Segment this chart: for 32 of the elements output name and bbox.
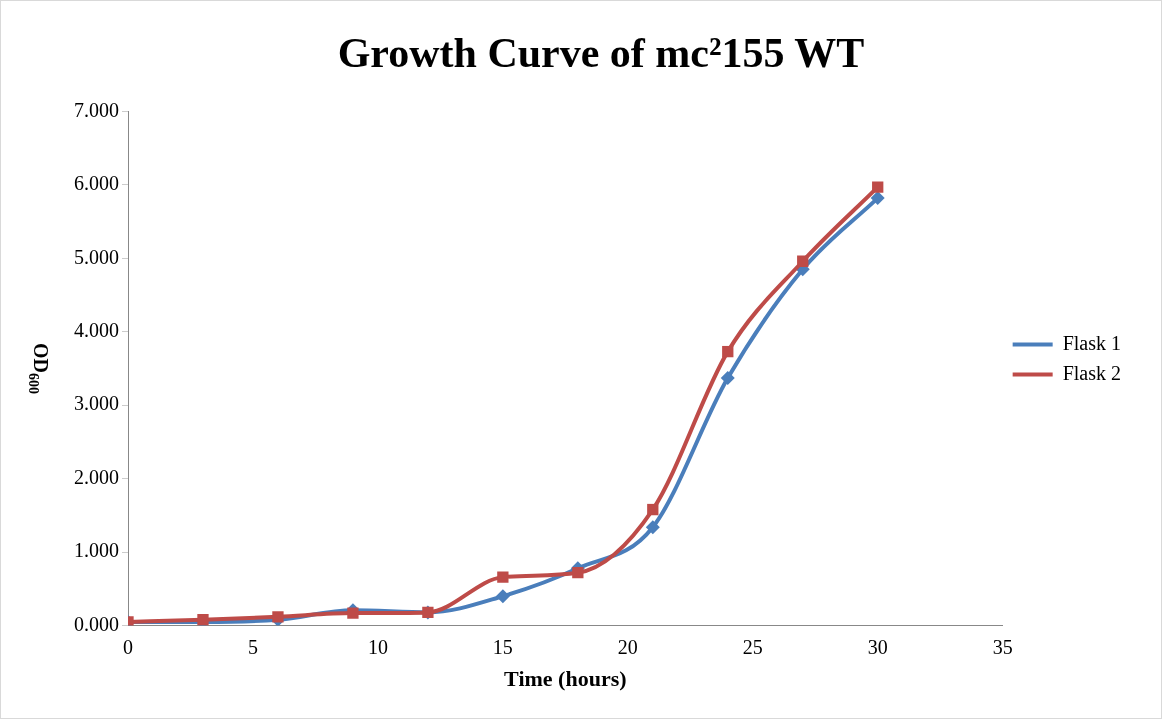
point	[647, 503, 659, 516]
y-tick-label: 1.000	[74, 539, 119, 562]
y-tick-label: 7.000	[74, 98, 119, 121]
y-tick-label: 6.000	[74, 172, 119, 195]
legend-label: Flask 1	[1062, 331, 1121, 354]
point	[797, 255, 809, 267]
x-tick-label: 10	[367, 635, 388, 658]
x-axis-title: Time (hours)	[504, 666, 627, 692]
point	[645, 520, 660, 535]
y-tick-label: 3.000	[74, 392, 119, 415]
x-tick-label: 20	[617, 635, 638, 658]
y-tick-label: 2.000	[74, 465, 119, 488]
y-tick-label: 4.000	[74, 319, 119, 342]
y-tick-label: 0.000	[74, 612, 119, 635]
x-tick-label: 5	[247, 635, 258, 658]
point	[347, 607, 359, 619]
y-axis-title: OD600	[26, 343, 52, 394]
chart-title: Growth Curve of mc²155 WT	[337, 30, 865, 77]
point	[720, 371, 735, 386]
x-tick-label: 30	[867, 635, 888, 658]
point	[572, 567, 584, 579]
point	[872, 181, 884, 193]
point	[722, 345, 734, 358]
x-tick-label: 35	[992, 635, 1013, 658]
x-tick-label: 25	[742, 635, 763, 658]
y-tick-label: 5.000	[74, 245, 119, 268]
x-tick-label: 0	[123, 635, 133, 658]
legend-label: Flask 2	[1062, 361, 1121, 384]
point	[495, 589, 510, 604]
point	[497, 571, 509, 583]
point	[870, 191, 885, 206]
x-tick-label: 15	[492, 635, 513, 658]
